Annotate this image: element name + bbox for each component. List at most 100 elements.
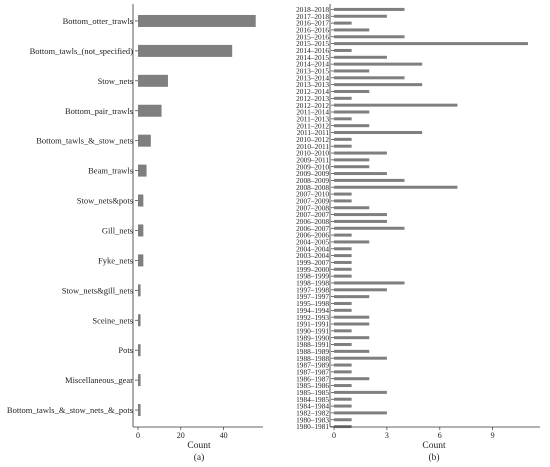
a-bar-11	[138, 344, 141, 357]
b-category-label-27: 2007–2010	[296, 190, 329, 199]
b-category-label-39: 1998–1999	[296, 272, 329, 281]
b-bar-17	[334, 124, 370, 128]
b-category-label-61: 1980–1981	[296, 422, 329, 431]
b-x-tick-label-3: 9	[491, 431, 495, 440]
b-bar-38	[334, 267, 352, 271]
b-category-label-41: 1997–1998	[296, 285, 329, 294]
b-bar-47	[334, 329, 352, 333]
b-category-label-11: 2013–2013	[296, 80, 329, 89]
b-category-label-23: 2009–2010	[296, 162, 329, 171]
b-bar-56	[334, 390, 387, 394]
b-bar-55	[334, 384, 352, 388]
b-bar-29	[334, 206, 370, 210]
b-bar-34	[334, 240, 370, 244]
b-bar-24	[334, 172, 387, 176]
b-bar-9	[334, 69, 370, 73]
b-category-label-43: 1995–1998	[296, 299, 329, 308]
b-category-label-56: 1985–1985	[296, 388, 329, 397]
b-bar-37	[334, 260, 352, 264]
b-bar-4	[334, 35, 405, 39]
a-category-label-2: Stow_nets	[98, 76, 133, 86]
b-category-label-9: 2013–2015	[296, 67, 329, 76]
panel-b-bars	[334, 7, 528, 429]
a-bar-9	[138, 284, 141, 297]
panel-a-x-axis-title: Count	[187, 441, 211, 451]
b-bar-54	[334, 377, 370, 381]
b-bar-61	[334, 425, 352, 429]
panel-a-x-ticks: 0 20 40	[136, 427, 228, 440]
b-category-label-17: 2011–2012	[296, 121, 329, 130]
b-category-label-38: 1999–2000	[296, 265, 329, 274]
a-bar-12	[138, 374, 141, 387]
b-category-label-51: 1988–1988	[296, 354, 329, 363]
b-bar-12	[334, 89, 370, 93]
b-bar-41	[334, 288, 387, 292]
b-bar-7	[334, 55, 387, 59]
a-x-tick-label-2: 40	[220, 431, 228, 440]
panel-a-category-labels: Bottom_otter_trawls Bottom_tawls_(not_spe…	[7, 16, 138, 415]
b-category-label-14: 2012–2012	[296, 101, 329, 110]
b-bar-32	[334, 226, 405, 230]
b-category-label-20: 2010–2011	[296, 142, 329, 151]
b-bar-11	[334, 83, 423, 87]
b-category-label-55: 1985–1986	[296, 381, 329, 390]
a-bar-1	[138, 44, 233, 57]
panel-b-x-ticks: 0 3 6 9	[332, 427, 495, 440]
b-bar-48	[334, 336, 370, 340]
b-bar-21	[334, 151, 387, 155]
b-bar-0	[334, 7, 405, 11]
b-bar-25	[334, 178, 405, 182]
b-bar-42	[334, 295, 370, 299]
panel-b-label: (b)	[428, 452, 439, 463]
b-bar-40	[334, 281, 405, 285]
b-category-label-3: 2016–2016	[296, 26, 329, 35]
b-x-tick-label-2: 6	[438, 431, 442, 440]
a-category-label-4: Bottom_tawls_&_stow_nets	[36, 136, 133, 146]
b-bar-45	[334, 315, 370, 319]
a-bar-3	[138, 104, 162, 117]
b-category-label-54: 1986–1987	[296, 374, 329, 383]
b-category-label-13: 2012–2013	[296, 94, 329, 103]
b-bar-14	[334, 103, 458, 107]
b-bar-35	[334, 247, 352, 251]
b-category-label-15: 2011–2014	[296, 108, 329, 117]
b-category-label-49: 1988–1991	[296, 340, 329, 349]
b-bar-53	[334, 370, 352, 374]
b-category-label-18: 2011–2011	[297, 128, 330, 137]
b-category-label-1: 2017–2018	[296, 12, 329, 21]
b-category-label-47: 1990–1991	[296, 326, 329, 335]
a-category-label-13: Bottom_tawls_&_stow_nets_&_pots	[7, 405, 133, 415]
b-bar-50	[334, 349, 370, 353]
panel-b-x-axis-title: Count	[422, 441, 446, 451]
b-category-label-7: 2014–2015	[296, 53, 329, 62]
b-category-label-32: 2006–2007	[296, 224, 329, 233]
b-bar-26	[334, 185, 458, 189]
b-category-label-19: 2010–2012	[296, 135, 329, 144]
a-category-label-5: Beam_trawls	[88, 166, 133, 176]
b-category-label-24: 2009–2009	[296, 169, 329, 178]
a-bar-10	[138, 314, 141, 327]
b-bar-18	[334, 131, 423, 135]
chart-panel-b: 2018–20182017–20182016–20172016–20162015…	[296, 4, 540, 463]
a-bar-2	[138, 74, 168, 87]
b-bar-6	[334, 48, 352, 52]
b-category-label-34: 2004–2005	[296, 238, 329, 247]
b-category-label-0: 2018–2018	[296, 5, 329, 14]
b-bar-15	[334, 110, 370, 114]
b-bar-57	[334, 397, 352, 401]
b-bar-28	[334, 199, 352, 203]
b-category-label-29: 2007–2008	[296, 203, 329, 212]
b-bar-23	[334, 165, 370, 169]
b-category-label-35: 2004–2004	[296, 244, 329, 253]
a-x-tick-label-0: 0	[136, 431, 140, 440]
b-bar-5	[334, 42, 528, 46]
a-category-label-10: Sceine_nets	[92, 315, 133, 325]
b-bar-39	[334, 274, 352, 278]
b-x-tick-label-0: 0	[332, 431, 336, 440]
a-category-label-3: Bottom_pair_trawls	[65, 106, 133, 116]
b-category-label-45: 1992–1993	[296, 313, 329, 322]
b-category-label-31: 2006–2008	[296, 217, 329, 226]
b-category-label-58: 1984–1984	[296, 402, 329, 411]
panel-a-bars	[138, 14, 256, 417]
a-bar-4	[138, 134, 151, 147]
